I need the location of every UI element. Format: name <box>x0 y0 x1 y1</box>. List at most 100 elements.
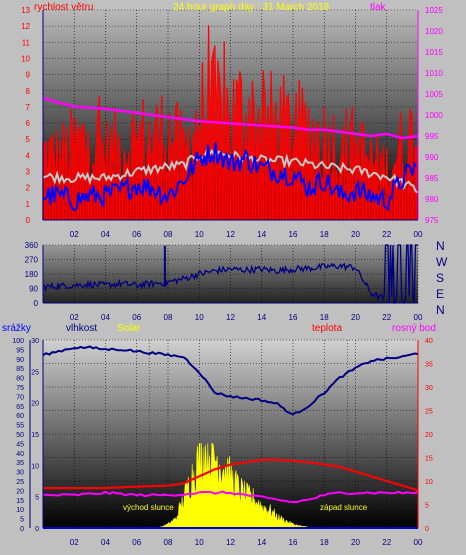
wind-xtick-18: 18 <box>320 230 329 239</box>
direction-xtick-22: 22 <box>382 313 391 322</box>
pressure-label: tlak <box>370 2 387 13</box>
direction-xtick-02: 02 <box>70 313 79 322</box>
direction-xtick-00: 00 <box>414 313 423 322</box>
humidity-ytick-25: 25 <box>16 479 24 486</box>
rain-label: srážky <box>2 323 31 334</box>
temperature-label: teplota <box>312 323 342 334</box>
wind-ytick-11: 11 <box>22 38 31 47</box>
chart-title: 24 hour graph day : 31 March 2018 <box>173 2 330 13</box>
direction-xtick-08: 08 <box>164 313 173 322</box>
sunset-label: západ slunce <box>320 503 368 512</box>
temp-ytick-30: 30 <box>425 385 433 392</box>
pressure-ytick-1010: 1010 <box>425 69 443 78</box>
wind-ytick-5: 5 <box>26 135 31 144</box>
dewpoint-line <box>43 490 419 504</box>
direction-xtick-16: 16 <box>289 313 298 322</box>
direction-xtick-20: 20 <box>351 313 360 322</box>
wind-label: rychlost větru <box>34 2 93 13</box>
humidity-ytick-70: 70 <box>16 394 24 401</box>
wind-ytick-2: 2 <box>26 184 31 193</box>
wind-ytick-3: 3 <box>26 168 31 177</box>
humidity-ytick-0: 0 <box>20 526 24 533</box>
compass-n-top: N <box>436 239 445 253</box>
wind-xtick-02: 02 <box>70 230 79 239</box>
wind-xtick-14: 14 <box>257 230 266 239</box>
direction-xtick-18: 18 <box>320 313 329 322</box>
temp-ytick-15: 15 <box>425 456 433 463</box>
temp-xtick-00: 00 <box>414 538 423 547</box>
pressure-ytick-995: 995 <box>425 132 439 141</box>
direction-ytick-0: 0 <box>34 299 39 308</box>
compass-w: W <box>436 255 448 269</box>
wind-xtick-00: 00 <box>414 230 423 239</box>
direction-ytick-360: 360 <box>25 241 39 250</box>
humidity-ytick-75: 75 <box>16 385 24 392</box>
humidity-ytick-50: 50 <box>16 432 24 439</box>
wind-ytick-8: 8 <box>26 87 31 96</box>
temp-xtick-14: 14 <box>257 538 266 547</box>
direction-xtick-12: 12 <box>226 313 235 322</box>
rain-ytick-10: 10 <box>31 463 39 470</box>
temperature-line <box>43 458 419 492</box>
wind-ytick-9: 9 <box>26 71 31 80</box>
humidity-ytick-80: 80 <box>16 376 24 383</box>
temp-ytick-40: 40 <box>425 338 433 345</box>
compass-n-bottom: N <box>436 303 445 317</box>
rain-ytick-0: 0 <box>35 526 39 533</box>
solar-area <box>149 443 313 529</box>
wind-ytick-13: 13 <box>21 6 30 15</box>
wind-ytick-10: 10 <box>21 54 30 63</box>
temp-xtick-04: 04 <box>101 538 110 547</box>
pressure-line <box>42 96 419 140</box>
wind-xtick-22: 22 <box>382 230 391 239</box>
wind-average-line <box>42 142 417 212</box>
humidity-ytick-90: 90 <box>16 357 24 364</box>
pressure-ytick-990: 990 <box>425 153 439 162</box>
temp-xtick-10: 10 <box>195 538 204 547</box>
wind-direction-line <box>42 244 418 305</box>
direction-xtick-04: 04 <box>101 313 110 322</box>
temp-xtick-12: 12 <box>226 538 235 547</box>
temp-ytick-35: 35 <box>425 362 433 369</box>
direction-ytick-180: 180 <box>25 270 39 279</box>
solar-label: Solar <box>117 323 141 334</box>
humidity-line <box>42 345 419 416</box>
pressure-ytick-1005: 1005 <box>425 90 443 99</box>
direction-ytick-90: 90 <box>29 285 38 294</box>
wind-xtick-16: 16 <box>289 230 298 239</box>
pressure-ytick-1025: 1025 <box>425 6 443 15</box>
pressure-ytick-1020: 1020 <box>425 27 443 36</box>
compass-labels: N W S E N <box>436 239 448 317</box>
direction-ytick-270: 270 <box>25 256 39 265</box>
temp-ytick-25: 25 <box>425 409 433 416</box>
temp-xtick-22: 22 <box>382 538 391 547</box>
rain-ytick-5: 5 <box>35 495 39 502</box>
wind-xtick-12: 12 <box>226 230 235 239</box>
temp-ytick-20: 20 <box>425 432 433 439</box>
humidity-ytick-10: 10 <box>16 507 24 514</box>
wind-ytick-7: 7 <box>26 103 31 112</box>
humidity-ytick-45: 45 <box>16 441 24 448</box>
humidity-ytick-20: 20 <box>16 488 24 495</box>
humidity-ytick-95: 95 <box>16 347 24 354</box>
rain-ytick-30: 30 <box>31 338 39 345</box>
direction-xtick-06: 06 <box>132 313 141 322</box>
wind-xtick-06: 06 <box>132 230 141 239</box>
humidity-label: vlhkost <box>66 323 97 334</box>
wind-ytick-4: 4 <box>26 151 31 160</box>
pressure-ytick-1015: 1015 <box>425 48 443 57</box>
wind-xtick-10: 10 <box>195 230 204 239</box>
humidity-ytick-55: 55 <box>16 423 24 430</box>
temp-ytick-10: 10 <box>425 479 433 486</box>
wind-xtick-20: 20 <box>351 230 360 239</box>
wind-ytick-1: 1 <box>26 200 31 209</box>
compass-s: S <box>436 271 444 285</box>
compass-e: E <box>436 287 444 301</box>
direction-xtick-14: 14 <box>257 313 266 322</box>
temp-ytick-5: 5 <box>425 503 429 510</box>
pressure-ytick-1000: 1000 <box>425 111 443 120</box>
temp-xtick-08: 08 <box>164 538 173 547</box>
rain-ytick-20: 20 <box>31 401 39 408</box>
wind-speed-line <box>42 25 417 199</box>
